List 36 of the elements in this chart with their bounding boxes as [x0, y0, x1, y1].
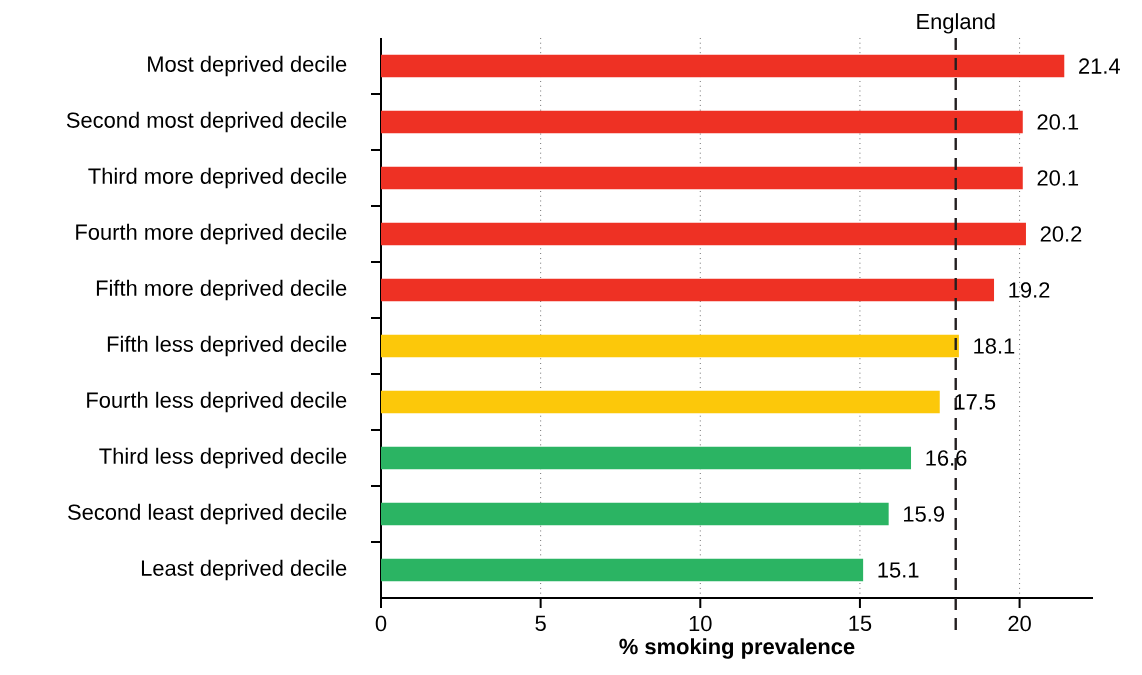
x-tick-label: 20	[1008, 615, 1031, 632]
bar	[381, 110, 1023, 134]
x-tick-label: 0	[375, 615, 387, 632]
y-tick-label: Third less deprived decile	[99, 447, 347, 469]
data-label: 18.1	[974, 338, 1015, 354]
data-label: 16.6	[926, 450, 967, 466]
y-tick-label: Third more deprived decile	[88, 167, 347, 189]
y-tick-label: Second most deprived decile	[66, 111, 347, 133]
y-tick-label: Second least deprived decile	[68, 503, 347, 525]
x-tick-label: 15	[849, 615, 872, 632]
data-label: 20.1	[1037, 170, 1079, 186]
data-label: 15.1	[878, 562, 919, 578]
ref-line-label: England	[917, 13, 995, 34]
bar	[381, 502, 889, 526]
x-tick-label: 5	[535, 615, 546, 632]
y-tick-label: Fifth less deprived decile	[107, 335, 347, 357]
bar	[381, 446, 912, 470]
bar	[381, 558, 864, 582]
bar	[381, 54, 1065, 78]
bar	[381, 390, 940, 414]
x-axis-title: % smoking prevalence	[619, 638, 855, 659]
bar	[381, 222, 1026, 246]
y-tick-label: Fifth more deprived decile	[96, 279, 347, 301]
data-label: 21.4	[1079, 58, 1120, 74]
y-tick-label: Fourth more deprived decile	[76, 223, 347, 245]
y-tick-label: Least deprived decile	[141, 559, 347, 581]
x-tick-label: 10	[689, 615, 712, 632]
bar	[381, 166, 1023, 190]
y-tick-label: Fourth less deprived decile	[87, 391, 347, 413]
bar	[381, 334, 959, 358]
y-tick-label: Most deprived decile	[148, 55, 347, 77]
data-label: 20.1	[1037, 114, 1079, 130]
data-label: 20.2	[1040, 226, 1082, 242]
data-label: 15.9	[904, 506, 944, 522]
bar	[381, 278, 995, 302]
data-label: 19.2	[1009, 282, 1050, 298]
